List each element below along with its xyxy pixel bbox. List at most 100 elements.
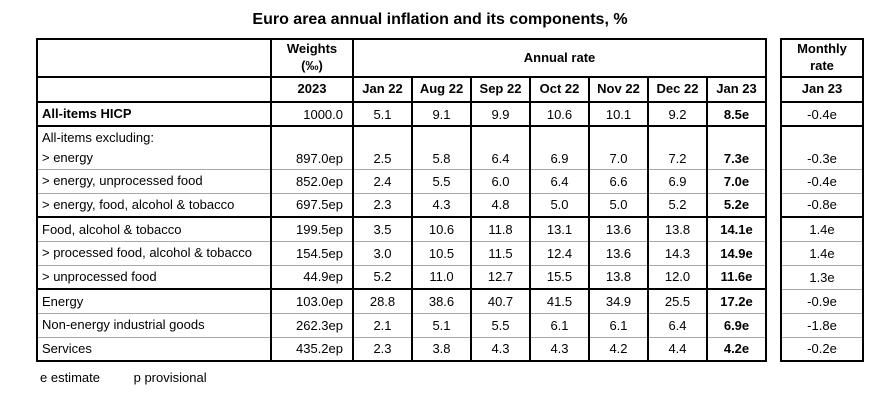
annual-rate-value: 11.0 [411,264,472,290]
table-row: Energy 103.0ep 28.8 38.6 40.7 41.5 34.9 25.5 17.… [36,288,767,314]
annual-rate-value: 5.0 [588,192,649,218]
weight-value: 852.0ep [270,168,354,194]
annual-rate-value: 7.3e [706,125,767,170]
annual-rate-header: Annual rate [352,38,767,78]
tables-container: Weights (‰) Annual rate 2023 Jan 22 Aug 2… [36,38,880,362]
table-row: > unprocessed food 44.9ep 5.2 11.0 12.7 15.5 1… [36,264,767,290]
monthly-table-row: 1.3e [781,264,863,290]
annual-rate-value: 14.9e [706,240,767,266]
annual-rate-value: 5.0 [529,192,590,218]
row-label: > unprocessed food [36,264,272,290]
annual-rate-value: 6.4 [529,168,590,194]
annual-rate-value: 10.5 [411,240,472,266]
annual-rate-value: 6.1 [588,312,649,338]
monthly-table-row: -0.4e [781,101,863,127]
monthly-header-row: Monthly rate [780,38,864,78]
monthly-table-row: -0.9e [781,288,863,314]
table-row: All-items excluding: > energy 897.0ep 2.5 5… [36,125,767,170]
header-row-1: Weights (‰) Annual rate [36,38,767,78]
weight-value: 154.5ep [270,240,354,266]
annual-rate-value: 38.6 [411,288,472,314]
annual-rate-value: 10.6 [529,101,590,127]
monthly-table-row: -0.4e [781,168,863,194]
monthly-rate-value: -0.4e [781,168,863,194]
annual-rate-value: 5.2 [647,192,708,218]
annual-rate-value: 13.8 [647,216,708,242]
month-header: Dec 22 [647,76,708,103]
annual-rate-value: 4.2e [706,336,767,362]
monthly-table-row: -0.2e [781,336,863,362]
annual-rate-value: 4.3 [529,336,590,362]
table-row: Food, alcohol & tobacco 199.5ep 3.5 10.6 11.… [36,216,767,242]
footnote-estimate: e estimate [40,370,100,385]
row-label: Non-energy industrial goods [36,312,272,338]
monthly-table-row: 1.4e [781,216,863,242]
annual-rate-value: 5.1 [411,312,472,338]
annual-rate-value: 12.4 [529,240,590,266]
annual-rate-value: 9.9 [470,101,531,127]
annual-rate-value: 28.8 [352,288,413,314]
weights-header: Weights (‰) [270,38,354,78]
monthly-rate-value: -0.9e [781,288,863,314]
row-label: > processed food, alcohol & tobacco [36,240,272,266]
table-row: Services 435.2ep 2.3 3.8 4.3 4.3 4.2 4.4 4.2e [36,336,767,362]
row-label: > energy, unprocessed food [36,168,272,194]
annual-rate-value: 5.2e [706,192,767,218]
page-title: Euro area annual inflation and its compo… [252,11,628,28]
annual-rate-value: 2.1 [352,312,413,338]
weight-value: 199.5ep [270,216,354,242]
annual-rate-value: 6.1 [529,312,590,338]
month-header: Jan 23 [706,76,767,103]
table-row: > energy, unprocessed food 852.0ep 2.4 5.5 6… [36,168,767,194]
annual-rate-value: 11.8 [470,216,531,242]
weights-year-header: 2023 [270,76,354,103]
table-row: > processed food, alcohol & tobacco 154.5… [36,240,767,266]
row-label: Energy [36,288,272,314]
row-label: > energy, food, alcohol & tobacco [36,192,272,218]
annual-rate-value: 9.1 [411,101,472,127]
row-label: Food, alcohol & tobacco [36,216,272,242]
monthly-period-row: Jan 23 [780,76,864,103]
annual-rate-value: 6.4 [470,125,531,170]
annual-rate-value: 7.0 [588,125,649,170]
annual-rate-value: 3.8 [411,336,472,362]
corner-cell [36,38,272,78]
weight-value: 44.9ep [270,264,354,290]
monthly-rate-header: Monthly rate [780,38,864,78]
monthly-table-row: -0.8e [781,192,863,218]
main-table: Weights (‰) Annual rate 2023 Jan 22 Aug 2… [36,38,767,362]
monthly-table-row: -0.3e [781,125,863,170]
monthly-rate-table: Monthly rate Jan 23 -0.4e -0.3e -0.4e -0.8e… [780,38,864,362]
month-header: Jan 22 [352,76,413,103]
annual-rate-value: 5.5 [470,312,531,338]
annual-rate-value: 40.7 [470,288,531,314]
monthly-rate-value: -1.8e [781,312,863,338]
table-row: All-items HICP 1000.0 5.1 9.1 9.9 10.6 10.1 9.2… [36,101,767,127]
annual-rate-value: 10.1 [588,101,649,127]
annual-rate-value: 6.6 [588,168,649,194]
annual-rate-value: 4.3 [411,192,472,218]
weight-value: 1000.0 [270,101,354,127]
monthly-rate-value: 1.4e [781,240,863,266]
annual-rate-value: 5.1 [352,101,413,127]
annual-rate-value: 5.5 [411,168,472,194]
annual-rate-value: 25.5 [647,288,708,314]
annual-rate-value: 11.5 [470,240,531,266]
annual-rate-value: 34.9 [588,288,649,314]
annual-rate-value: 6.0 [470,168,531,194]
annual-rate-value: 13.6 [588,240,649,266]
table-row: > energy, food, alcohol & tobacco 697.5ep… [36,192,767,218]
weight-value: 103.0ep [270,288,354,314]
annual-rate-value: 4.3 [470,336,531,362]
footnote: e estimate p provisional [40,370,880,385]
monthly-table-row: 1.4e [781,240,863,266]
weight-value: 897.0ep [270,125,354,170]
month-header: Aug 22 [411,76,472,103]
annual-rate-value: 7.2 [647,125,708,170]
annual-rate-value: 2.4 [352,168,413,194]
annual-rate-value: 2.3 [352,336,413,362]
annual-rate-value: 9.2 [647,101,708,127]
annual-rate-value: 5.2 [352,264,413,290]
annual-rate-value: 3.0 [352,240,413,266]
month-header: Oct 22 [529,76,590,103]
